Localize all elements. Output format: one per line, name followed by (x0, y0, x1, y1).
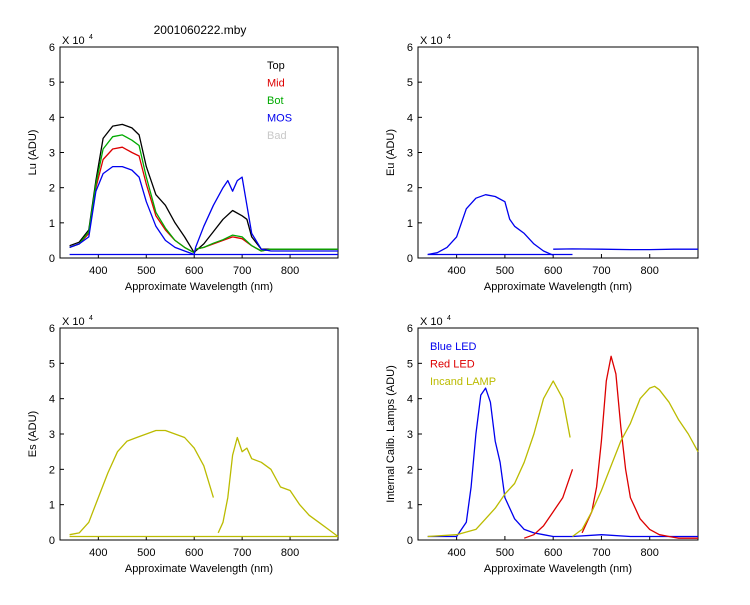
series-line-unnamed-0 (427, 194, 554, 256)
y-tick-label: 5 (49, 358, 55, 370)
y-exponent-power: 4 (89, 315, 93, 322)
y-tick-label: 1 (49, 218, 55, 230)
y-tick-label: 3 (407, 148, 413, 160)
x-axis-label: Approximate Wavelength (nm) (484, 563, 632, 575)
x-tick-label: 600 (544, 547, 562, 559)
series-line-top (69, 123, 338, 254)
series-line-bot (69, 134, 338, 254)
y-tick-label: 6 (407, 42, 413, 54)
y-tick-label: 4 (407, 112, 413, 124)
y-tick-label: 5 (407, 77, 413, 89)
series-line-unnamed-1 (553, 248, 698, 251)
y-exponent-label: X 10 (420, 316, 443, 328)
y-axis-label: Internal Calib. Lamps (ADU) (385, 365, 397, 503)
y-exponent-label: X 10 (62, 35, 85, 47)
legend-entry-mos: MOS (267, 113, 292, 125)
y-exponent-power: 4 (447, 34, 451, 41)
y-tick-label: 6 (49, 42, 55, 54)
y-tick-label: 6 (407, 323, 413, 335)
chart-panel-bottom-left: 0 1 2 3 4 5 6 400 500 600 700 800 X 10 4 Approximate W… (27, 315, 339, 575)
x-tick-label: 400 (89, 547, 107, 559)
x-tick-label: 800 (281, 547, 299, 559)
y-tick-label: 2 (49, 464, 55, 476)
y-tick-label: 1 (407, 500, 413, 512)
y-tick-label: 3 (49, 429, 55, 441)
series-line-mos (69, 165, 338, 256)
legend-entry-blue-led: Blue LED (430, 341, 477, 353)
chart-panel-top-left: 0 1 2 3 4 5 6 400 500 600 700 800 X 10 4 Approximate W… (27, 34, 339, 293)
x-tick-label: 400 (447, 547, 465, 559)
x-tick-label: 800 (641, 547, 659, 559)
y-tick-label: 5 (49, 77, 55, 89)
x-tick-label: 600 (544, 265, 562, 277)
x-axis-label: Approximate Wavelength (nm) (125, 563, 273, 575)
x-tick-label: 400 (89, 265, 107, 277)
chart-panel-bottom-right: 0 1 2 3 4 5 6 400 500 600 700 800 X 10 4 Approximate W… (385, 315, 699, 575)
series-line-blue-led (427, 387, 698, 538)
legend-entry-incand-lamp: Incand LAMP (430, 376, 496, 388)
series-line-red-led (581, 355, 698, 539)
y-tick-label: 4 (49, 394, 55, 406)
legend-entry-red-led: Red LED (430, 359, 475, 371)
y-tick-label: 4 (49, 112, 55, 124)
x-tick-label: 700 (592, 547, 610, 559)
legend-entry-mid: Mid (267, 78, 285, 90)
x-tick-label: 800 (641, 265, 659, 277)
y-tick-label: 1 (407, 218, 413, 230)
legend-entry-top: Top (267, 60, 285, 72)
series-line-red-led (523, 469, 574, 539)
y-exponent-power: 4 (447, 315, 451, 322)
x-tick-label: 400 (447, 265, 465, 277)
y-exponent-label: X 10 (420, 35, 443, 47)
y-tick-label: 3 (49, 148, 55, 160)
series-line-incand-lamp (427, 380, 571, 538)
y-tick-label: 6 (49, 323, 55, 335)
series-line-unnamed-0 (69, 429, 215, 536)
series-line-unnamed-1 (217, 436, 339, 538)
y-exponent-label: X 10 (62, 316, 85, 328)
y-tick-label: 0 (49, 253, 55, 265)
series-line-incand-lamp (572, 385, 699, 538)
x-tick-label: 700 (592, 265, 610, 277)
y-exponent-power: 4 (89, 34, 93, 41)
plot-frame (59, 327, 339, 541)
y-tick-label: 0 (49, 535, 55, 547)
x-tick-label: 500 (137, 547, 155, 559)
y-axis-label: Lu (ADU) (27, 130, 39, 176)
y-tick-label: 0 (407, 253, 413, 265)
legend-entry-bot: Bot (267, 95, 284, 107)
y-tick-label: 0 (407, 535, 413, 547)
plot-frame (59, 46, 339, 259)
chart-panel-top-right: 0 1 2 3 4 5 6 400 500 600 700 800 X 10 4 Approximate W… (385, 34, 699, 293)
y-tick-label: 5 (407, 358, 413, 370)
y-axis-label: Es (ADU) (27, 411, 39, 457)
x-tick-label: 500 (496, 547, 514, 559)
legend-entry-bad: Bad (267, 130, 287, 142)
x-tick-label: 700 (233, 547, 251, 559)
x-tick-label: 600 (185, 265, 203, 277)
x-axis-label: Approximate Wavelength (nm) (484, 281, 632, 293)
y-tick-label: 2 (407, 464, 413, 476)
x-tick-label: 800 (281, 265, 299, 277)
x-tick-label: 500 (496, 265, 514, 277)
x-axis-label: Approximate Wavelength (nm) (125, 281, 273, 293)
x-tick-label: 500 (137, 265, 155, 277)
y-tick-label: 4 (407, 394, 413, 406)
y-tick-label: 2 (49, 183, 55, 195)
x-tick-label: 700 (233, 265, 251, 277)
x-tick-label: 600 (185, 547, 203, 559)
series-line-mid (69, 146, 338, 254)
y-tick-label: 1 (49, 500, 55, 512)
y-tick-label: 2 (407, 183, 413, 195)
figure-title: 2001060222.mby (154, 23, 247, 37)
y-tick-label: 3 (407, 429, 413, 441)
y-axis-label: Eu (ADU) (385, 129, 397, 176)
